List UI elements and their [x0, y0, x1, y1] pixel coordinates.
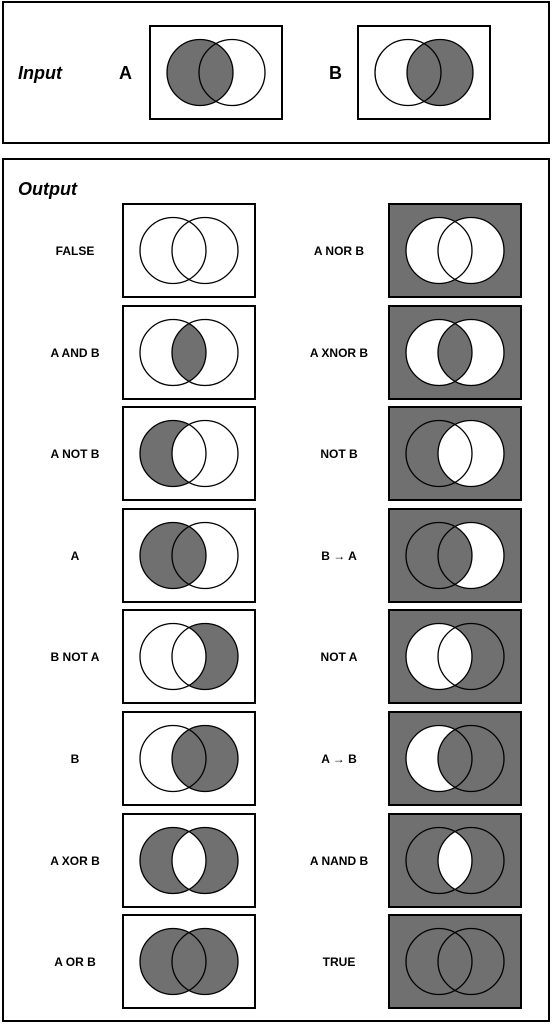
- input-b-label: B: [329, 63, 342, 83]
- circle-b-region: [407, 39, 473, 106]
- circle-b-region: [172, 928, 238, 995]
- label-right-4: NOT A: [320, 649, 358, 664]
- venn-right-3: [388, 508, 522, 603]
- venn-left-2: [122, 406, 256, 501]
- circle-a-region: [406, 522, 472, 589]
- venn-right-6: [388, 813, 522, 908]
- intersection-region: [172, 319, 206, 386]
- venn-right-4: [388, 609, 522, 704]
- label-right-1: A XNOR B: [309, 345, 369, 360]
- circle-b-outline: [171, 216, 239, 285]
- venn-left-1: [122, 305, 256, 400]
- label-left-6: A XOR B: [50, 853, 100, 868]
- venn-right-5: [388, 711, 522, 806]
- intersection-region: [438, 827, 472, 894]
- circle-b-region: [438, 725, 504, 792]
- label-right-6: A NAND B: [309, 853, 369, 868]
- circle-a-outline: [166, 38, 234, 107]
- circle-b-region: [438, 420, 504, 487]
- circle-a-outline: [139, 419, 207, 488]
- input-heading: Input: [18, 63, 62, 83]
- venn-right-0: [388, 203, 522, 298]
- venn-right-1: [388, 305, 522, 400]
- circle-a-outline: [139, 724, 207, 793]
- input-a-label: A: [119, 63, 132, 83]
- label-right-0: A NOR B: [313, 243, 365, 258]
- circle-a-region: [140, 522, 206, 589]
- circle-b-outline: [437, 216, 505, 285]
- circle-b-outline: [171, 521, 239, 590]
- label-left-3: A: [70, 548, 80, 563]
- circle-b-outline: [437, 622, 505, 691]
- label-left-0: FALSE: [55, 243, 95, 258]
- circle-a-region: [167, 39, 233, 106]
- label-left-7: A OR B: [54, 954, 96, 969]
- venn-right-2: [388, 406, 522, 501]
- circle-a-outline: [405, 419, 473, 488]
- venn-left-3: [122, 508, 256, 603]
- venn-left-7: [122, 914, 256, 1009]
- venn-left-4: [122, 609, 256, 704]
- circle-a-outline: [139, 216, 207, 285]
- venn-left-5: [122, 711, 256, 806]
- input-b-venn: [357, 25, 491, 120]
- circle-b-outline: [437, 927, 505, 996]
- circle-b-outline: [171, 622, 239, 691]
- circle-a-region: [140, 623, 206, 690]
- circle-a-outline: [405, 318, 473, 387]
- label-right-3: B → A: [321, 548, 357, 563]
- circle-a-outline: [405, 724, 473, 793]
- circle-b-outline: [437, 318, 505, 387]
- label-left-2: A NOT B: [50, 446, 100, 461]
- circle-a-outline: [139, 927, 207, 996]
- circle-a-outline: [139, 521, 207, 590]
- circle-a-outline: [139, 826, 207, 895]
- venn-left-0: [122, 203, 256, 298]
- circle-a-outline: [374, 38, 442, 107]
- box-frame: [122, 203, 256, 298]
- label-right-5: A → B: [321, 751, 357, 766]
- circle-b-outline: [171, 826, 239, 895]
- circle-b-outline: [171, 318, 239, 387]
- circle-a-outline: [405, 521, 473, 590]
- circle-b-outline: [171, 419, 239, 488]
- venn-right-7: [388, 914, 522, 1009]
- circle-b-outline: [198, 38, 266, 107]
- circle-b-outline: [171, 927, 239, 996]
- circle-b-region: [438, 217, 504, 284]
- circle-b-region: [438, 928, 504, 995]
- circle-a-outline: [405, 622, 473, 691]
- input-a-venn: [149, 25, 283, 120]
- circle-b-region: [172, 725, 238, 792]
- circle-a-outline: [405, 927, 473, 996]
- circle-a-outline: [405, 826, 473, 895]
- circle-b-outline: [437, 521, 505, 590]
- circle-a-outline: [139, 318, 207, 387]
- circle-b-outline: [171, 724, 239, 793]
- label-left-5: B: [70, 751, 80, 766]
- circle-b-outline: [437, 724, 505, 793]
- circle-b-outline: [437, 419, 505, 488]
- intersection-region: [172, 827, 206, 894]
- circle-b-outline: [406, 38, 474, 107]
- label-left-1: A AND B: [50, 345, 100, 360]
- circle-a-region: [406, 623, 472, 690]
- output-heading: Output: [18, 179, 77, 199]
- label-left-4: B NOT A: [50, 649, 100, 664]
- circle-a-outline: [405, 216, 473, 285]
- venn-left-6: [122, 813, 256, 908]
- intersection-region: [438, 319, 472, 386]
- circle-b-region: [172, 420, 238, 487]
- circle-b-outline: [437, 826, 505, 895]
- label-right-7: TRUE: [322, 954, 356, 969]
- label-right-2: NOT B: [320, 446, 358, 461]
- circle-a-outline: [139, 622, 207, 691]
